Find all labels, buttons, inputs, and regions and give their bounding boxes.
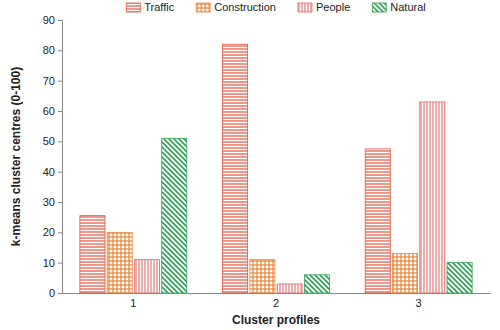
bar — [277, 284, 302, 293]
tick-label: 30 — [43, 196, 55, 208]
tick-label: 70 — [43, 75, 55, 87]
bar — [420, 102, 445, 293]
y-axis: 0 10 20 30 40 50 60 70 80 90 — [43, 14, 63, 299]
tick-mark — [58, 202, 62, 203]
legend-label: Construction — [214, 1, 276, 13]
tick-label: 60 — [43, 105, 55, 117]
bar — [304, 275, 329, 293]
tick: 2 — [273, 293, 279, 309]
bar — [223, 44, 248, 293]
tick-mark — [58, 263, 62, 264]
bar — [134, 260, 159, 293]
tick: 50 — [43, 135, 62, 147]
tick-mark — [58, 50, 62, 51]
tick-mark — [58, 141, 62, 142]
tick: 70 — [43, 75, 62, 87]
axis-line — [58, 21, 63, 294]
tick: 0 — [49, 287, 62, 299]
bar — [392, 254, 417, 293]
legend-swatch — [298, 3, 312, 12]
tick-label: 20 — [43, 226, 55, 238]
bar — [365, 149, 390, 293]
legend-item: Construction — [196, 1, 276, 13]
bars — [80, 44, 472, 293]
tick-label: 10 — [43, 257, 55, 269]
tick-mark — [58, 293, 62, 294]
legend: Traffic Construction People Natural — [126, 1, 425, 13]
tick: 30 — [43, 196, 62, 208]
tick-mark — [58, 172, 62, 173]
legend-swatch — [196, 3, 210, 12]
tick: 60 — [43, 105, 62, 117]
tick-label: 90 — [43, 14, 55, 26]
tick: 40 — [43, 166, 62, 178]
tick-mark — [58, 232, 62, 233]
legend-item: People — [298, 1, 350, 13]
bar — [80, 216, 105, 293]
x-axis: 1 2 3 — [63, 293, 491, 309]
legend-label: Natural — [390, 1, 425, 13]
chart: 0 10 20 30 40 50 60 70 80 90 1 2 3 Cluster profiles k-… — [0, 0, 500, 330]
y-axis-title: k-means cluster centres (0-100) — [9, 67, 23, 246]
tick-label: 2 — [273, 297, 279, 309]
legend-label: Traffic — [144, 1, 174, 13]
bar — [447, 263, 472, 293]
x-axis-title: Cluster profiles — [232, 313, 320, 327]
legend-item: Natural — [372, 1, 425, 13]
tick-mark — [58, 111, 62, 112]
legend-swatch — [372, 3, 386, 12]
tick: 20 — [43, 226, 62, 238]
bar — [162, 138, 187, 293]
legend-item: Traffic — [126, 1, 174, 13]
bar — [250, 260, 275, 293]
tick-label: 0 — [49, 287, 55, 299]
bar — [107, 232, 132, 293]
tick-label: 3 — [416, 297, 422, 309]
axis-line — [63, 293, 491, 294]
legend-label: People — [316, 1, 350, 13]
tick: 3 — [416, 293, 422, 309]
tick: 90 — [43, 14, 62, 26]
legend-swatch — [126, 3, 140, 12]
tick-label: 80 — [43, 44, 55, 56]
tick-mark — [58, 81, 62, 82]
tick-label: 1 — [130, 297, 136, 309]
tick: 80 — [43, 44, 62, 56]
tick-mark — [58, 20, 62, 21]
tick-label: 40 — [43, 166, 55, 178]
tick-label: 50 — [43, 135, 55, 147]
tick: 1 — [130, 293, 136, 309]
tick: 10 — [43, 257, 62, 269]
